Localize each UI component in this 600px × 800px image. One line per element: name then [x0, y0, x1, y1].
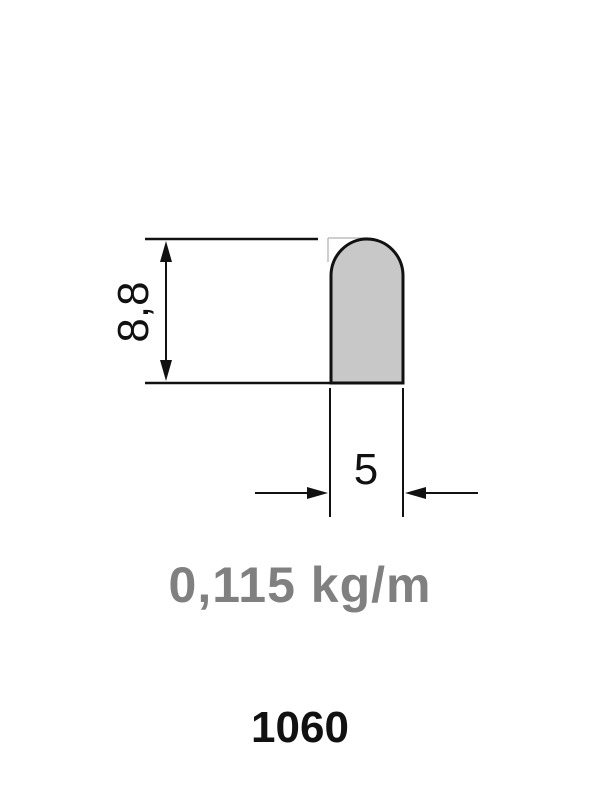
profile-section [329, 237, 405, 385]
width-arrow-left [307, 487, 328, 499]
width-arrow-right [405, 487, 426, 499]
height-arrow-top [160, 241, 172, 262]
width-dimension-label: 5 [354, 445, 378, 494]
part-number: 1060 [251, 703, 349, 752]
height-dimension-label: 8,8 [109, 281, 158, 342]
height-arrow-bottom [160, 360, 172, 381]
weight-per-meter: 0,115 kg/m [168, 557, 432, 613]
